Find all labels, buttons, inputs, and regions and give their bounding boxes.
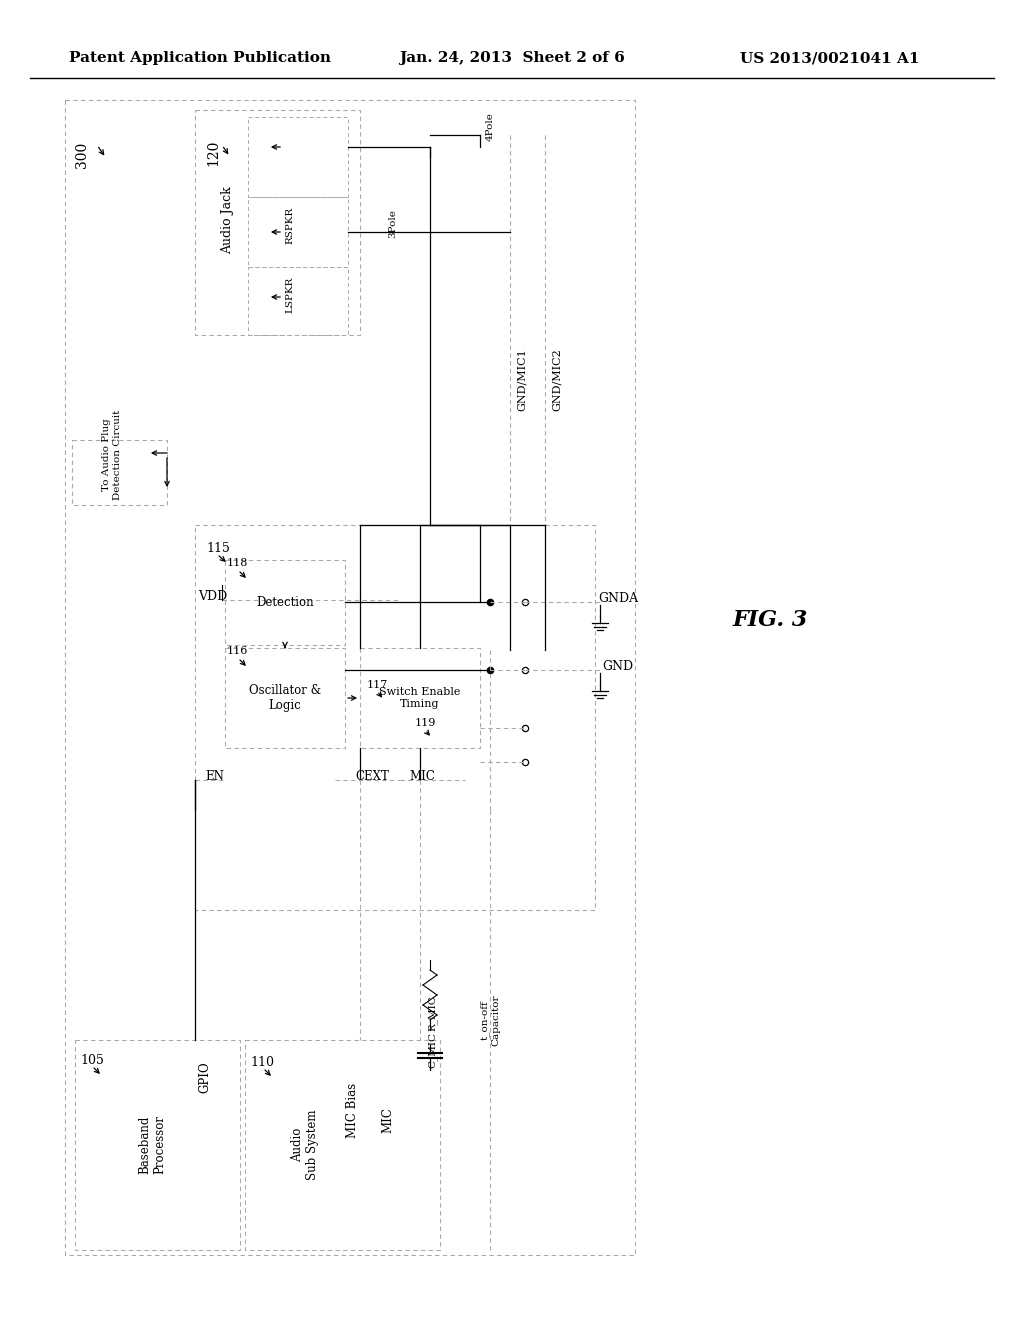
Text: Baseband
Processor: Baseband Processor: [138, 1115, 166, 1175]
Text: Detection: Detection: [256, 595, 313, 609]
Text: R_MIC: R_MIC: [428, 995, 438, 1031]
Text: C_MIC: C_MIC: [428, 1032, 438, 1068]
Bar: [225, 648, 345, 748]
Text: GND/MIC2: GND/MIC2: [552, 348, 562, 412]
Bar: [72, 440, 167, 506]
Text: Jan. 24, 2013  Sheet 2 of 6: Jan. 24, 2013 Sheet 2 of 6: [399, 51, 625, 65]
Text: 117: 117: [367, 680, 388, 690]
Text: 3Pole: 3Pole: [388, 210, 397, 239]
Text: GNDA: GNDA: [598, 591, 638, 605]
Text: MIC Bias: MIC Bias: [345, 1082, 358, 1138]
Text: FIG. 3: FIG. 3: [732, 609, 808, 631]
Bar: [195, 525, 595, 909]
Text: Switch Enable
Timing: Switch Enable Timing: [379, 688, 461, 709]
Text: 118: 118: [227, 558, 249, 568]
Bar: [75, 1040, 240, 1250]
Bar: [248, 267, 348, 335]
Text: RSPKR: RSPKR: [286, 206, 295, 244]
Bar: [248, 117, 348, 197]
Bar: [195, 110, 360, 335]
Text: EN: EN: [206, 771, 224, 784]
Text: US 2013/0021041 A1: US 2013/0021041 A1: [740, 51, 920, 65]
Text: To Audio Plug
Detection Circuit: To Audio Plug Detection Circuit: [102, 409, 122, 500]
Text: GPIO: GPIO: [199, 1061, 212, 1093]
Text: GND/MIC1: GND/MIC1: [517, 348, 527, 412]
Text: Audio
Sub System: Audio Sub System: [291, 1110, 319, 1180]
Text: Patent Application Publication: Patent Application Publication: [69, 51, 331, 65]
Bar: [225, 560, 345, 645]
Text: 120: 120: [206, 140, 220, 166]
Text: LSPKR: LSPKR: [286, 277, 295, 313]
Bar: [245, 1040, 440, 1250]
Text: 119: 119: [415, 718, 436, 729]
Text: 105: 105: [80, 1053, 103, 1067]
Text: 116: 116: [227, 645, 249, 656]
Text: VDD: VDD: [198, 590, 227, 603]
Text: CEXT: CEXT: [355, 771, 389, 784]
Bar: [65, 100, 635, 1255]
Text: 4Pole: 4Pole: [485, 112, 495, 141]
Text: Oscillator &
Logic: Oscillator & Logic: [249, 684, 322, 711]
Text: 110: 110: [250, 1056, 274, 1068]
Text: GND: GND: [602, 660, 634, 672]
Text: MIC: MIC: [382, 1107, 394, 1133]
Bar: [248, 197, 348, 267]
Text: MIC: MIC: [409, 771, 435, 784]
Bar: [360, 648, 480, 748]
Text: Audio Jack: Audio Jack: [221, 186, 234, 253]
Text: 300: 300: [75, 141, 89, 168]
Text: t_on-off
Capacitor: t_on-off Capacitor: [480, 994, 500, 1045]
Text: 115: 115: [206, 541, 229, 554]
